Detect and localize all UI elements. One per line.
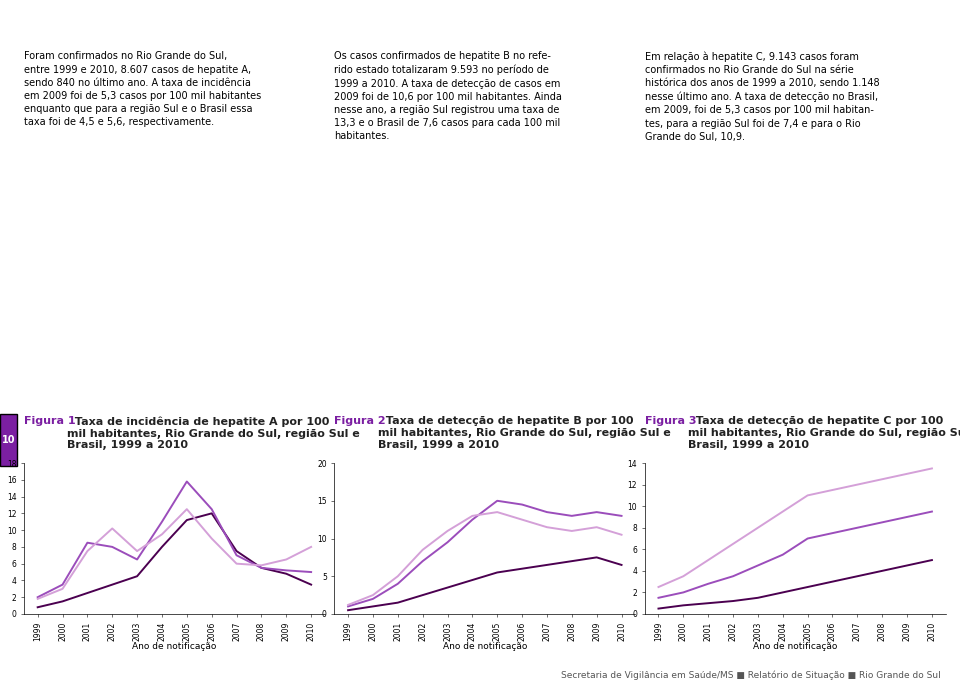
Text: 10: 10 bbox=[2, 435, 15, 445]
Text: Taxa de incidência de hepatite A por 100
mil habitantes, Rio Grande do Sul, regi: Taxa de incidência de hepatite A por 100… bbox=[67, 416, 360, 450]
Text: Figura 2: Figura 2 bbox=[334, 416, 386, 427]
Text: Foram confirmados no Rio Grande do Sul,
entre 1999 e 2010, 8.607 casos de hepati: Foram confirmados no Rio Grande do Sul, … bbox=[24, 51, 261, 128]
Text: Os casos confirmados de hepatite B no refe-
rido estado totalizaram 9.593 no per: Os casos confirmados de hepatite B no re… bbox=[334, 51, 563, 141]
Text: Figura 3: Figura 3 bbox=[645, 416, 696, 427]
X-axis label: Ano de notificação: Ano de notificação bbox=[132, 642, 217, 652]
Text: Em relação à hepatite C, 9.143 casos foram
confirmados no Rio Grande do Sul na s: Em relação à hepatite C, 9.143 casos for… bbox=[645, 51, 879, 142]
Text: Taxa de detecção de hepatite C por 100
mil habitantes, Rio Grande do Sul, região: Taxa de detecção de hepatite C por 100 m… bbox=[688, 416, 960, 449]
X-axis label: Ano de notificação: Ano de notificação bbox=[753, 642, 837, 652]
Text: Hepatites Virais: Hepatites Virais bbox=[19, 11, 195, 30]
Text: Figura 1: Figura 1 bbox=[24, 416, 76, 427]
Text: Taxa de detecção de hepatite B por 100
mil habitantes, Rio Grande do Sul, região: Taxa de detecção de hepatite B por 100 m… bbox=[377, 416, 670, 449]
FancyBboxPatch shape bbox=[0, 414, 17, 466]
X-axis label: Ano de notificação: Ano de notificação bbox=[443, 642, 527, 652]
Text: Secretaria de Vigilância em Saúde/MS ■ Relatório de Situação ■ Rio Grande do Sul: Secretaria de Vigilância em Saúde/MS ■ R… bbox=[561, 670, 941, 680]
